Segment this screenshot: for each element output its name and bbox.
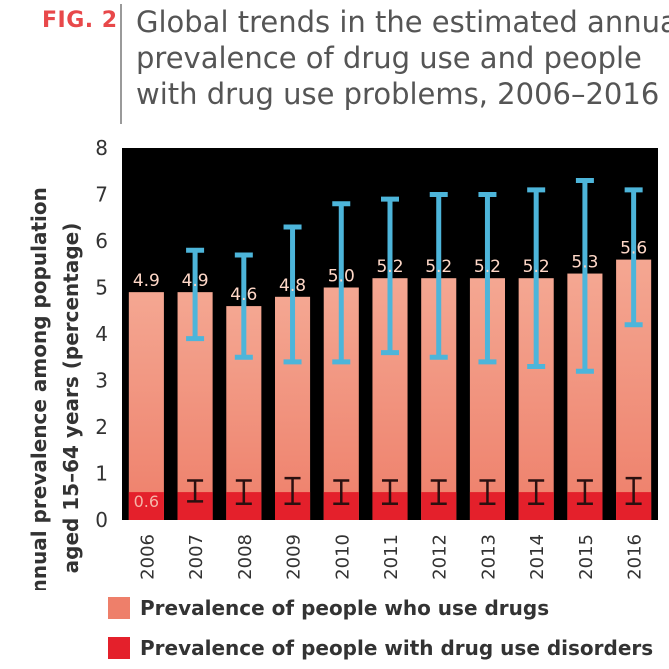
chart-title: Global trends in the estimated annual pr… (120, 4, 669, 124)
y-tick-label: 5 (95, 276, 108, 300)
data-label-2008: 4.6 (230, 285, 257, 305)
y-axis-title-line: Annual prevalence among population (27, 187, 51, 590)
legend-item-disorders: Prevalence of people with drug use disor… (108, 634, 653, 662)
data-label-2015: 5.3 (571, 253, 598, 273)
bar-chart: Annual prevalence among population aged … (27, 136, 658, 590)
x-tick-label-2011: 2011 (381, 534, 402, 580)
x-tick-label-2009: 2009 (284, 534, 305, 580)
x-tick-label-2014: 2014 (527, 534, 548, 580)
y-tick-label: 7 (95, 183, 108, 207)
data-label-2010: 5.0 (328, 267, 355, 287)
title-line: Global trends in the estimated annual (136, 5, 669, 39)
data-label-2013: 5.2 (474, 257, 501, 277)
x-tick-label-2006: 2006 (137, 534, 158, 580)
x-tick-label-2015: 2015 (576, 534, 597, 580)
legend-item-use: Prevalence of people who use drugs (108, 594, 549, 622)
x-tick-label-2007: 2007 (186, 534, 207, 580)
figure-label: FIG. 2 (42, 8, 118, 33)
y-tick-label: 1 (95, 462, 108, 486)
x-tick-label-2016: 2016 (625, 534, 646, 580)
bar-use-2006 (128, 292, 164, 520)
data-label-2006: 4.9 (133, 271, 160, 291)
legend-label-use: Prevalence of people who use drugs (140, 596, 550, 620)
y-axis-title: Annual prevalence among population aged … (27, 187, 83, 590)
bar-disorders-2006 (128, 492, 164, 520)
data-label-2009: 4.8 (279, 276, 306, 296)
legend-swatch-use (108, 597, 130, 619)
data-label-disorders-2006: 0.6 (134, 492, 159, 511)
data-label-2012: 5.2 (425, 257, 452, 277)
y-tick-label: 0 (95, 508, 108, 532)
x-tick-label-2013: 2013 (478, 534, 499, 580)
title-line: with drug use problems, 2006–2016 (136, 77, 660, 111)
x-tick-label-2008: 2008 (235, 534, 256, 580)
x-tick-label-2010: 2010 (332, 534, 353, 580)
data-label-2014: 5.2 (523, 257, 550, 277)
y-tick-label: 8 (95, 136, 108, 160)
data-label-2011: 5.2 (376, 257, 403, 277)
legend-swatch-disorders (108, 637, 130, 659)
title-line: prevalence of drug use and people (136, 41, 642, 75)
data-label-2007: 4.9 (182, 271, 209, 291)
y-tick-label: 3 (95, 369, 108, 393)
data-label-2016: 5.6 (620, 239, 647, 259)
y-tick-label: 6 (95, 229, 108, 253)
x-tick-label-2012: 2012 (430, 534, 451, 580)
y-tick-label: 4 (95, 322, 108, 346)
y-axis-title-line: aged 15–64 years (percentage) (59, 223, 83, 574)
y-tick-label: 2 (95, 415, 108, 439)
legend-label-disorders: Prevalence of people with drug use disor… (140, 636, 654, 660)
